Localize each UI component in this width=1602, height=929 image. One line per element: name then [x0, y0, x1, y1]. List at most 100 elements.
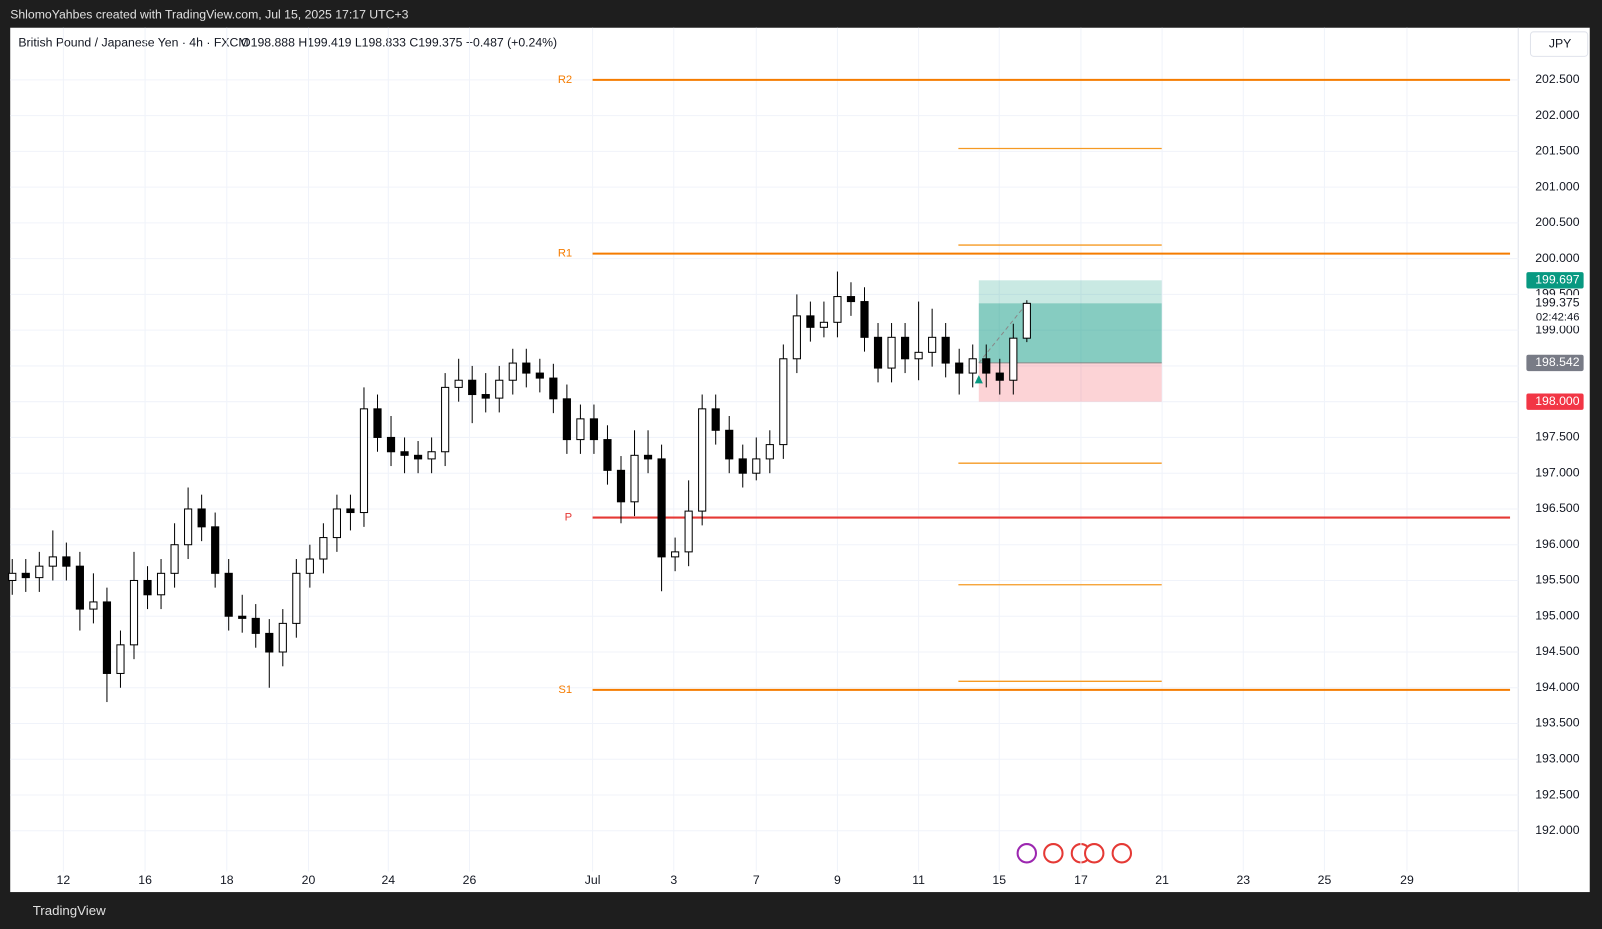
entry-badge	[1526, 354, 1584, 372]
y-tick-label: 194.500	[1535, 644, 1579, 658]
x-tick-label: 3	[670, 873, 677, 887]
candle-body	[143, 579, 152, 596]
currency[interactable]: JPY	[1549, 36, 1571, 50]
candle-body	[562, 398, 571, 441]
entry-arrow	[974, 375, 983, 384]
candle-body	[928, 336, 937, 353]
candle-body	[251, 617, 260, 634]
x-tick-label: 20	[302, 873, 316, 887]
candle-body	[671, 551, 680, 558]
pivot-label: S1	[558, 684, 572, 696]
event-icon[interactable]	[1043, 843, 1064, 864]
target-badge-label: 199.697	[1535, 273, 1579, 287]
candle-body	[184, 508, 193, 546]
target-badge	[1526, 272, 1584, 289]
candle-body	[846, 296, 856, 303]
candle-body	[765, 444, 774, 460]
candle-body	[833, 296, 842, 323]
candle-body	[454, 379, 463, 388]
candle-body	[21, 572, 30, 579]
candle-body	[657, 458, 666, 558]
candle-body	[725, 429, 734, 460]
events[interactable]	[1016, 843, 1133, 864]
event-icon[interactable]	[1084, 843, 1105, 864]
candle-body	[48, 556, 57, 567]
candle-body	[441, 386, 450, 453]
candle-body	[860, 301, 869, 338]
candle-body	[170, 544, 179, 574]
x-tick-label: 26	[463, 873, 477, 887]
candle-body	[779, 358, 788, 446]
y-tick-label: 193.000	[1535, 752, 1579, 766]
candle-body	[887, 336, 896, 369]
candle-body	[373, 408, 382, 438]
candle-body	[278, 622, 287, 653]
candle-body	[1009, 337, 1018, 381]
candle-body	[75, 565, 84, 610]
x-tick-label: 11	[912, 873, 925, 887]
candle-body	[359, 408, 369, 514]
x-tick-label: 29	[1400, 873, 1414, 887]
y-tick-label: 201.500	[1535, 144, 1579, 158]
stop-badge	[1526, 393, 1584, 410]
x-tick-label: Jul	[585, 873, 601, 887]
candle-body	[616, 469, 626, 503]
candle-body	[62, 556, 71, 567]
candle-body	[549, 377, 558, 400]
candle-body	[413, 454, 423, 460]
candle-body	[238, 615, 247, 619]
candle-body	[752, 458, 761, 474]
candle-body	[332, 508, 342, 539]
x-tick-label: 17	[1074, 873, 1088, 887]
candle-body	[319, 537, 328, 560]
y-tick-label: 197.000	[1535, 465, 1579, 479]
candle-body	[941, 336, 950, 364]
countdown: 02:42:46	[1536, 312, 1580, 324]
candle-body	[265, 632, 274, 653]
candle-body	[8, 572, 17, 581]
y-tick-label: 195.500	[1535, 573, 1579, 587]
trade-path	[978, 303, 1028, 364]
y-tick-label: 197.500	[1535, 430, 1579, 444]
stop-badge-label: 198.000	[1535, 394, 1579, 408]
candle-body	[481, 394, 490, 399]
event-icon[interactable]	[1111, 843, 1133, 864]
candle-body	[738, 458, 747, 474]
candle-body	[535, 372, 544, 379]
x-tick-label: 23	[1236, 873, 1250, 887]
y-tick-label: 200.000	[1535, 251, 1579, 265]
candle-body	[386, 436, 396, 453]
candle-body	[116, 644, 125, 674]
x-tick-label: 16	[138, 873, 152, 887]
ohlc: O198.888 H199.419 L198.833 C199.375 +0.4…	[241, 35, 557, 49]
candle-body	[35, 565, 44, 579]
x-tick-label: 18	[220, 873, 234, 887]
candle-body	[819, 321, 829, 328]
x-tick-label: 24	[381, 873, 395, 887]
x-tick-label: 25	[1318, 873, 1332, 887]
candle-body	[643, 454, 653, 460]
candle-body	[914, 351, 923, 360]
candle-body	[968, 358, 977, 374]
candle-body	[224, 572, 233, 617]
y-tick-label: 196.500	[1535, 501, 1579, 515]
plot: R2 R1 P S1	[8, 27, 1519, 872]
candle-body	[684, 510, 693, 553]
event-icon[interactable]	[1016, 843, 1038, 864]
candle-body	[89, 601, 98, 610]
candle-body	[129, 579, 139, 646]
last-price-bg	[1526, 295, 1584, 326]
candle-body	[955, 362, 964, 374]
loss-zone	[978, 362, 1162, 402]
currency-button[interactable]	[1529, 31, 1589, 57]
candle-body	[806, 315, 815, 328]
y-tick-label: 192.000	[1535, 823, 1579, 837]
candle-body	[589, 418, 599, 441]
candle-body	[346, 508, 355, 514]
candle-body	[292, 572, 301, 624]
candle-body	[900, 336, 910, 360]
candle-body	[630, 454, 639, 503]
candle-body	[522, 362, 531, 374]
y-tick-label: 195.000	[1535, 608, 1579, 622]
